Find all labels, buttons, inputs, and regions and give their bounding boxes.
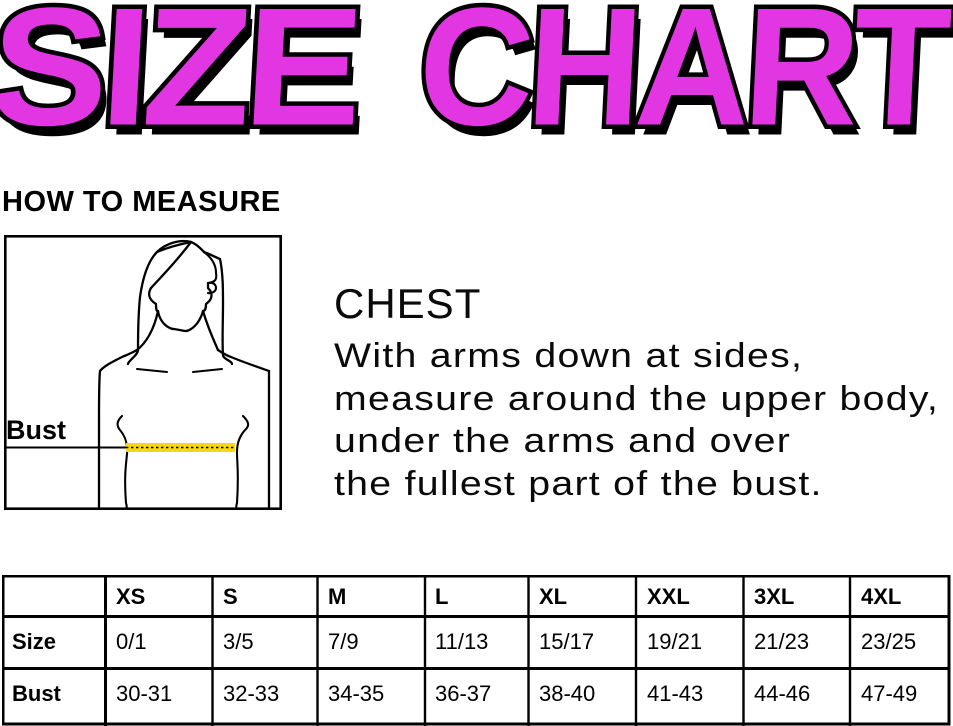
svg-text:Bust: Bust (12, 681, 62, 706)
svg-text:Bust: Bust (6, 415, 66, 445)
svg-text:30-31: 30-31 (116, 681, 172, 706)
svg-text:11/13: 11/13 (435, 629, 488, 654)
svg-text:7/9: 7/9 (328, 629, 359, 654)
svg-text:34-35: 34-35 (328, 681, 384, 706)
svg-text:3XL: 3XL (754, 584, 794, 609)
svg-text:S: S (223, 584, 238, 609)
svg-text:38-40: 38-40 (539, 681, 595, 706)
svg-text:36-37: 36-37 (435, 681, 491, 706)
svg-text:19/21: 19/21 (647, 629, 702, 654)
svg-text:0/1: 0/1 (116, 629, 147, 654)
svg-text:XS: XS (116, 584, 145, 609)
svg-text:4XL: 4XL (861, 584, 901, 609)
svg-text:Size: Size (12, 629, 56, 654)
svg-text:21/23: 21/23 (754, 629, 809, 654)
svg-text:23/25: 23/25 (861, 629, 916, 654)
svg-text:XL: XL (539, 584, 567, 609)
svg-text:3/5: 3/5 (223, 629, 254, 654)
svg-text:41-43: 41-43 (647, 681, 703, 706)
svg-text:15/17: 15/17 (539, 629, 594, 654)
svg-text:M: M (328, 584, 346, 609)
svg-text:XXL: XXL (647, 584, 690, 609)
svg-text:44-46: 44-46 (754, 681, 810, 706)
svg-text:L: L (435, 584, 448, 609)
svg-text:47-49: 47-49 (861, 681, 917, 706)
svg-text:32-33: 32-33 (223, 681, 279, 706)
